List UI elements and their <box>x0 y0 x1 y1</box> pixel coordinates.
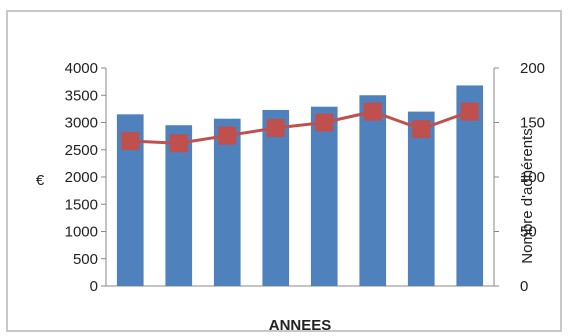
y-axis-title: € <box>36 172 45 189</box>
left-tick-label: 1000 <box>65 224 98 241</box>
bar <box>359 95 387 286</box>
line-marker <box>218 126 237 145</box>
left-tick-label: 0 <box>90 278 98 295</box>
left-tick-label: 3000 <box>65 115 98 132</box>
left-axis-ticks: 4000 3500 3000 2500 2000 1500 1000 500 0 <box>65 60 106 295</box>
bar <box>213 118 241 286</box>
bar <box>310 106 338 286</box>
line-marker <box>266 118 285 137</box>
right-tick-label: 200 <box>520 60 545 77</box>
right-tick-label: 100 <box>520 169 545 186</box>
left-tick-label: 3500 <box>65 87 98 104</box>
line-marker <box>121 132 140 151</box>
right-tick-label: 50 <box>520 224 537 241</box>
left-tick-label: 2000 <box>65 169 98 186</box>
left-tick-label: 4000 <box>65 60 98 77</box>
line-series <box>121 102 479 153</box>
line-marker <box>412 120 431 139</box>
line-marker <box>363 102 382 121</box>
bar-series <box>116 85 484 286</box>
line-marker <box>169 134 188 153</box>
right-tick-label: 0 <box>520 278 528 295</box>
right-tick-label: 150 <box>520 115 545 132</box>
line-marker <box>315 113 334 132</box>
left-tick-label: 1500 <box>65 196 98 213</box>
left-tick-label: 2500 <box>65 142 98 159</box>
bar <box>407 111 435 286</box>
right-axis-ticks: 200 150 100 50 0 <box>494 60 545 295</box>
y2-axis-title: Nombre d'adhérents <box>519 128 536 263</box>
x-axis-title: ANNEES <box>269 317 332 334</box>
bar <box>262 109 290 286</box>
left-tick-label: 500 <box>73 251 98 268</box>
line-marker <box>460 102 479 121</box>
